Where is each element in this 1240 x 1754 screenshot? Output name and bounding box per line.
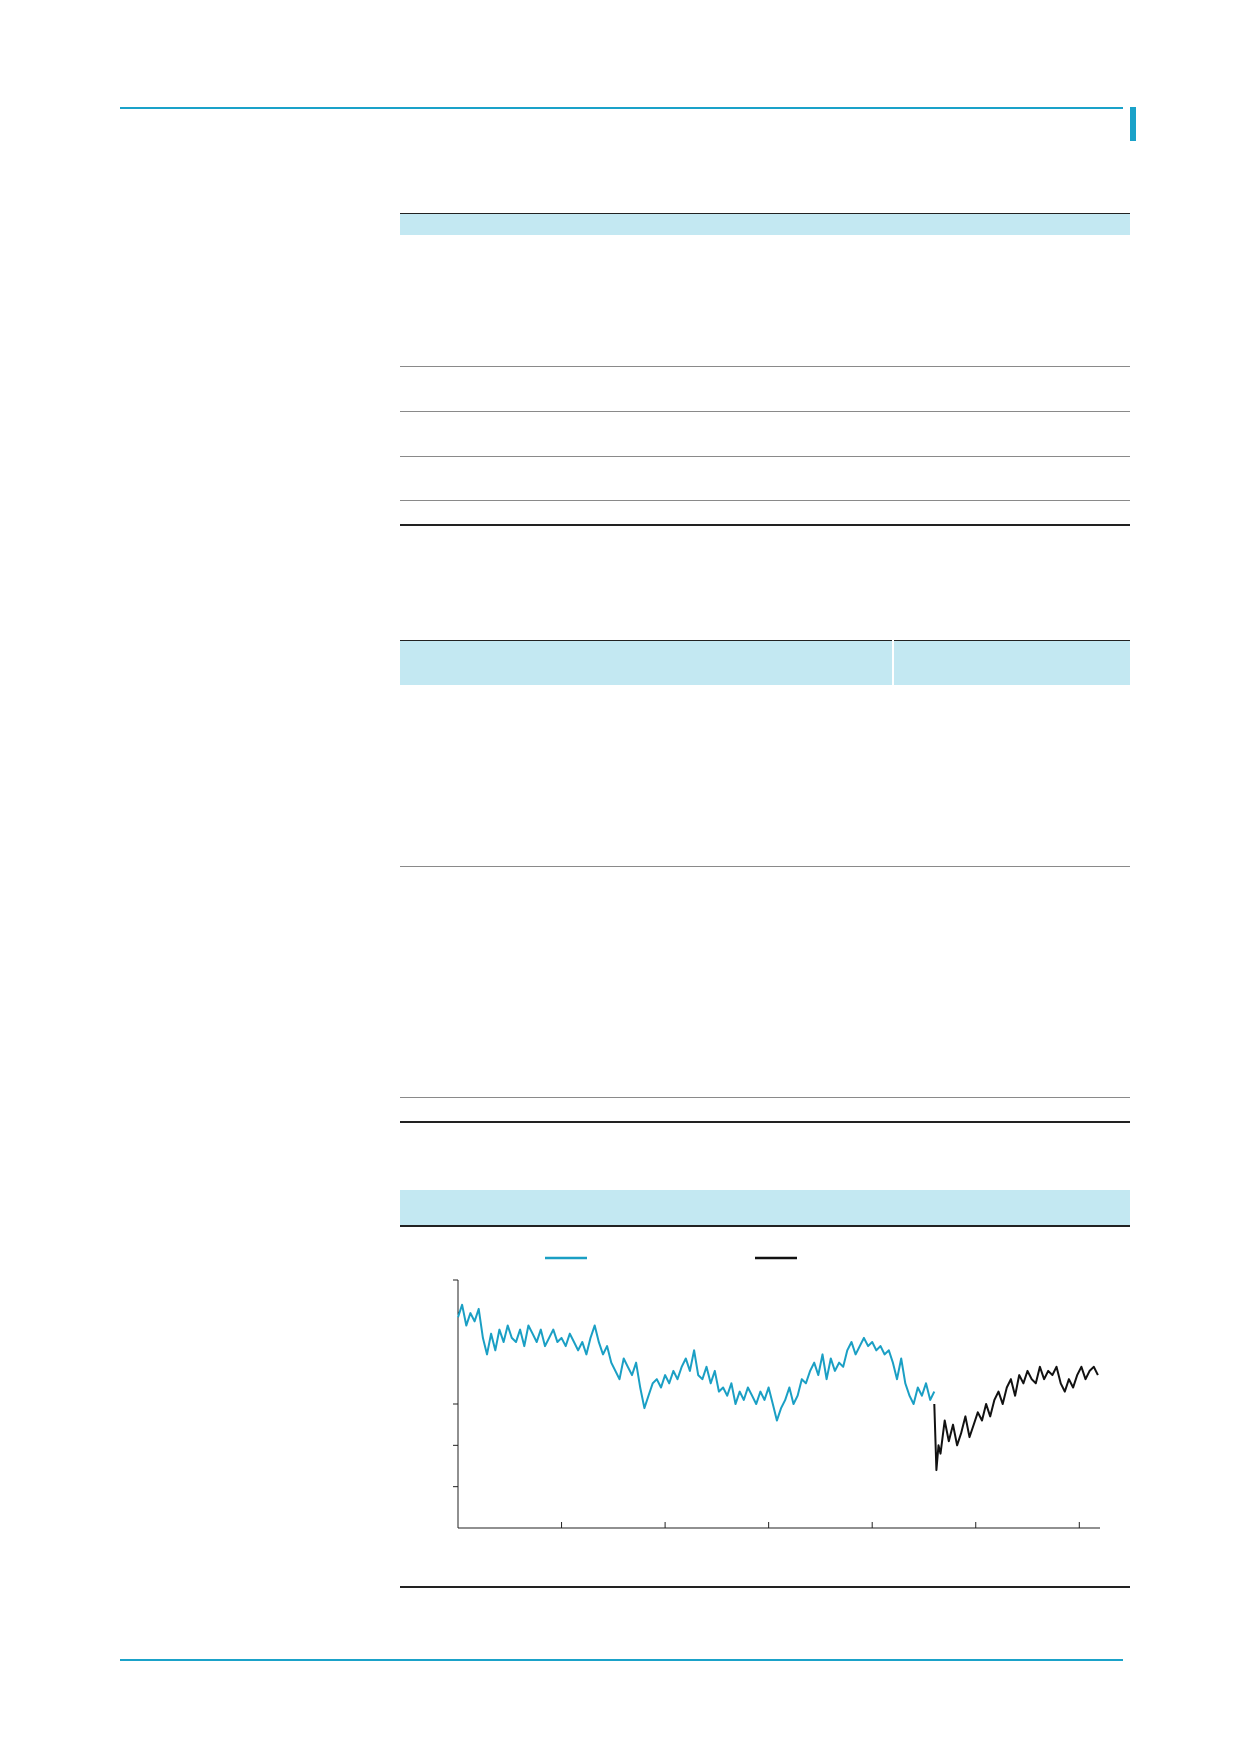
series-line-2 [933, 1365, 1099, 1472]
header-rule [120, 107, 1123, 109]
table-2-header-right [894, 640, 1130, 685]
table-1-row-divider [400, 366, 1130, 367]
chart-plot-area [457, 1303, 1099, 1472]
table-2-row-divider [400, 1097, 1130, 1098]
chart-bottom-rule [400, 1586, 1130, 1588]
chart-header-rule [400, 1225, 1130, 1227]
footer-rule [120, 1659, 1123, 1661]
chart-header-band [400, 1190, 1130, 1225]
table-1-row-divider [400, 500, 1130, 501]
series-line-1 [457, 1303, 936, 1422]
section-tab-marker [1130, 107, 1136, 141]
table-2-bottom-rule [400, 1121, 1130, 1123]
line-chart [453, 1256, 1100, 1529]
table-2-row-divider [400, 866, 1130, 867]
chart-axes [453, 1279, 1100, 1529]
table-1-row-divider [400, 411, 1130, 412]
table-1-bottom-rule [400, 524, 1130, 526]
table-1-row-divider [400, 456, 1130, 457]
table-1-header [400, 213, 1130, 235]
table-2 [400, 640, 1130, 1123]
table-2-header-left [400, 640, 892, 685]
table-1 [400, 213, 1130, 526]
chart-panel [400, 1190, 1130, 1588]
